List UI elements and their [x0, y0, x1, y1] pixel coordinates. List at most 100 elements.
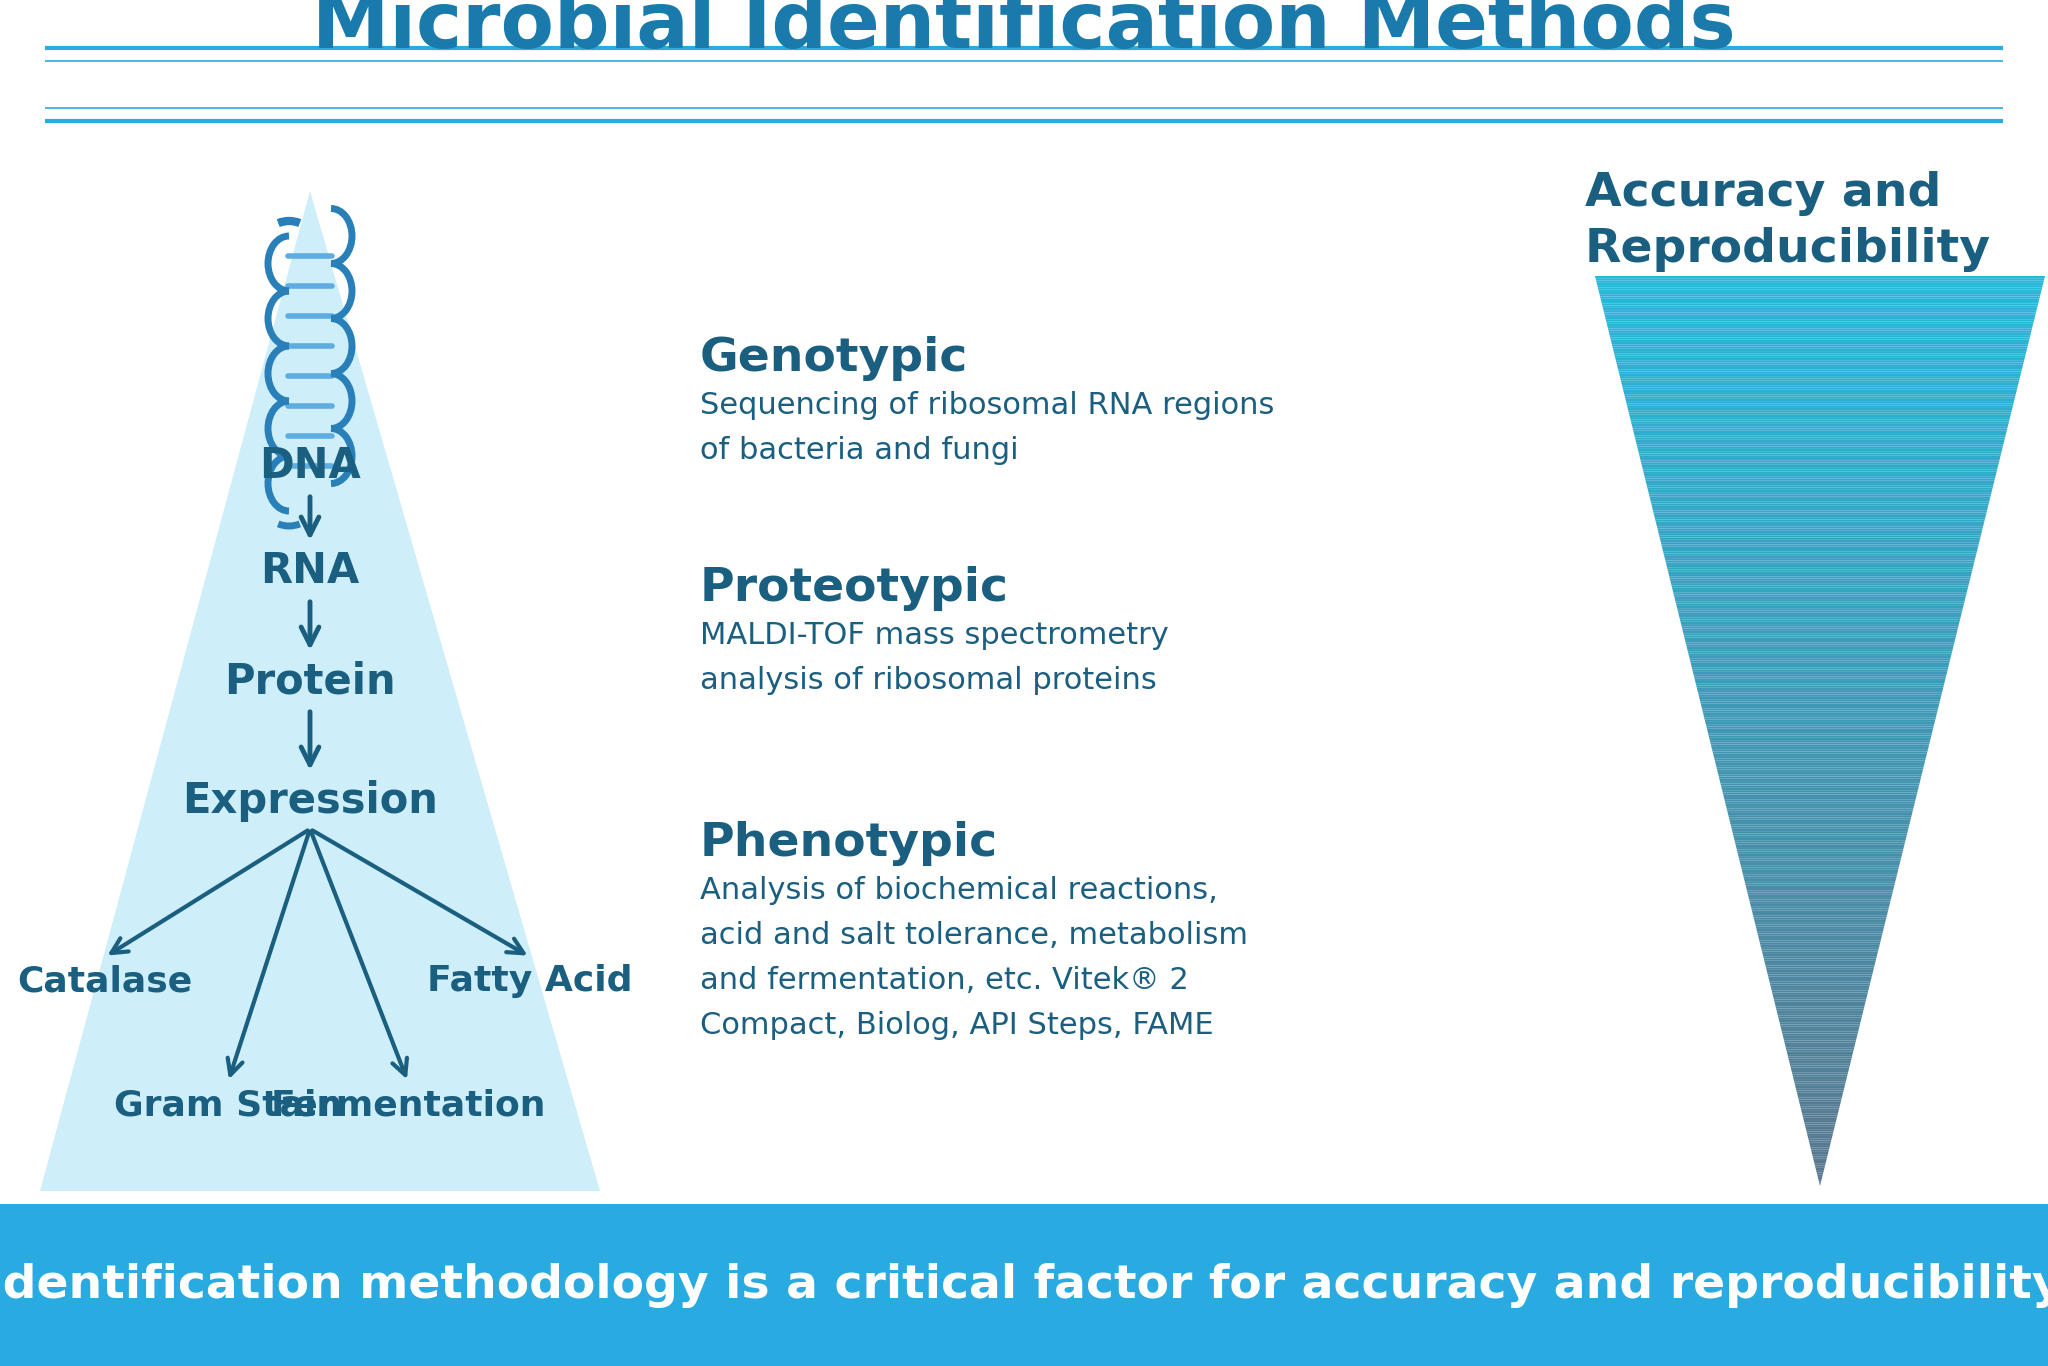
Polygon shape: [1749, 902, 1890, 904]
Polygon shape: [1708, 734, 1931, 735]
Polygon shape: [1776, 1004, 1866, 1007]
Polygon shape: [1729, 816, 1911, 817]
Polygon shape: [1724, 802, 1915, 803]
Text: Analysis of biochemical reactions,
acid and salt tolerance, metabolism
and ferme: Analysis of biochemical reactions, acid …: [700, 876, 1247, 1041]
Polygon shape: [1597, 287, 2042, 290]
Polygon shape: [1642, 471, 1997, 474]
Polygon shape: [1817, 1175, 1823, 1177]
Polygon shape: [1786, 1045, 1855, 1048]
Polygon shape: [1681, 624, 1960, 627]
Polygon shape: [1741, 867, 1898, 870]
Polygon shape: [1659, 533, 1980, 535]
Polygon shape: [1761, 947, 1880, 949]
Polygon shape: [1778, 1011, 1864, 1014]
Polygon shape: [1761, 945, 1880, 947]
Polygon shape: [1812, 1154, 1829, 1157]
Polygon shape: [1634, 437, 2005, 440]
Polygon shape: [1673, 590, 1968, 593]
Polygon shape: [1802, 1111, 1839, 1113]
Polygon shape: [1681, 622, 1960, 624]
Polygon shape: [1786, 1049, 1853, 1052]
Polygon shape: [1792, 1072, 1847, 1075]
Polygon shape: [1669, 579, 1970, 581]
Polygon shape: [1636, 440, 2005, 443]
Polygon shape: [1745, 884, 1894, 885]
Polygon shape: [1671, 586, 1968, 587]
Polygon shape: [1700, 701, 1939, 703]
Polygon shape: [1729, 820, 1911, 822]
Polygon shape: [1798, 1100, 1841, 1102]
Polygon shape: [1804, 1123, 1835, 1124]
Polygon shape: [1661, 546, 1978, 549]
Polygon shape: [1720, 781, 1921, 783]
Polygon shape: [1772, 990, 1868, 993]
Text: Proteotypic: Proteotypic: [700, 566, 1010, 611]
Polygon shape: [1686, 642, 1954, 645]
Polygon shape: [1796, 1089, 1843, 1090]
Polygon shape: [1620, 374, 2021, 376]
Polygon shape: [1716, 762, 1925, 765]
Polygon shape: [1649, 497, 1991, 499]
Polygon shape: [1616, 361, 2023, 362]
Polygon shape: [1808, 1143, 1831, 1145]
Polygon shape: [1802, 1113, 1837, 1116]
Polygon shape: [1663, 552, 1976, 553]
Polygon shape: [1800, 1104, 1841, 1106]
Polygon shape: [1655, 522, 1985, 525]
Polygon shape: [1620, 376, 2019, 378]
Polygon shape: [1696, 680, 1946, 683]
Polygon shape: [1632, 423, 2009, 426]
Polygon shape: [1665, 563, 1974, 566]
Polygon shape: [1782, 1029, 1860, 1031]
Polygon shape: [1669, 574, 1972, 576]
Polygon shape: [1675, 604, 1964, 607]
Polygon shape: [1731, 826, 1909, 829]
Polygon shape: [1624, 396, 2015, 399]
Polygon shape: [41, 191, 600, 1191]
Polygon shape: [1782, 1031, 1858, 1034]
Polygon shape: [1802, 1117, 1837, 1120]
Text: RNA: RNA: [260, 550, 360, 591]
Polygon shape: [1677, 611, 1962, 613]
Polygon shape: [1745, 885, 1894, 888]
Polygon shape: [1667, 567, 1972, 570]
Polygon shape: [1645, 474, 1997, 477]
Polygon shape: [1694, 679, 1946, 680]
Polygon shape: [1628, 410, 2011, 413]
Polygon shape: [1796, 1086, 1845, 1089]
Polygon shape: [1647, 484, 1995, 485]
Polygon shape: [1595, 276, 2046, 279]
Text: Fermentation: Fermentation: [270, 1089, 545, 1123]
Text: Accuracy and
Reproducibility: Accuracy and Reproducibility: [1585, 171, 1991, 272]
Polygon shape: [1632, 426, 2007, 429]
Polygon shape: [1698, 694, 1942, 697]
Polygon shape: [1733, 829, 1909, 831]
Polygon shape: [1700, 699, 1939, 701]
Polygon shape: [1720, 785, 1919, 788]
Polygon shape: [1798, 1096, 1843, 1097]
Polygon shape: [1597, 283, 2044, 285]
Polygon shape: [1763, 960, 1876, 963]
Polygon shape: [1653, 512, 1987, 515]
Polygon shape: [1774, 994, 1868, 997]
Polygon shape: [1642, 470, 1997, 471]
Polygon shape: [1767, 974, 1872, 977]
Polygon shape: [1749, 897, 1892, 899]
Polygon shape: [1739, 856, 1901, 858]
Polygon shape: [1788, 1056, 1851, 1059]
Polygon shape: [1753, 918, 1886, 919]
Text: Catalase: Catalase: [16, 964, 193, 999]
Polygon shape: [1669, 576, 1970, 579]
Polygon shape: [1806, 1134, 1833, 1137]
Polygon shape: [1720, 779, 1921, 781]
Polygon shape: [1659, 535, 1980, 538]
Polygon shape: [1608, 328, 2032, 331]
Polygon shape: [1602, 299, 2040, 301]
Text: Gram Stain: Gram Stain: [115, 1089, 342, 1123]
Polygon shape: [1763, 953, 1878, 956]
Polygon shape: [1774, 1001, 1866, 1004]
Polygon shape: [1690, 658, 1950, 661]
Polygon shape: [1677, 608, 1962, 611]
Polygon shape: [1614, 351, 2025, 354]
Polygon shape: [1716, 769, 1923, 772]
